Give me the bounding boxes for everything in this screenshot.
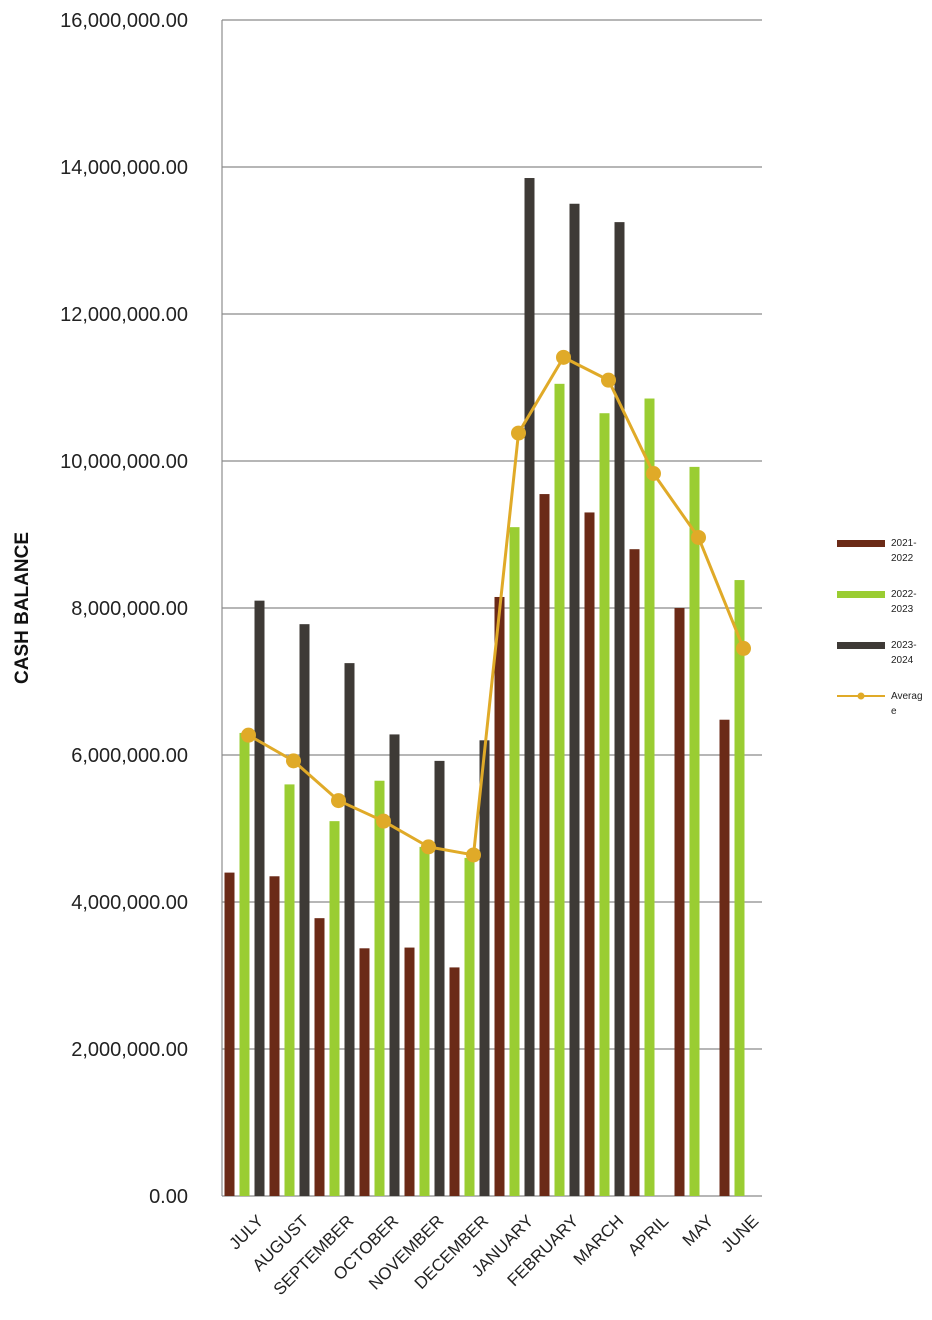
bar — [629, 549, 640, 1196]
bar — [374, 780, 385, 1196]
x-category-label: MAY — [679, 1211, 718, 1250]
bar-series — [224, 178, 745, 1197]
bar — [314, 918, 325, 1196]
average-point — [556, 349, 571, 365]
bar — [689, 466, 700, 1196]
bar — [509, 527, 520, 1196]
bar — [404, 947, 415, 1196]
average-point — [466, 847, 481, 863]
average-point — [601, 372, 616, 388]
legend-label: 2021- — [891, 538, 917, 549]
bar — [284, 784, 295, 1196]
bar — [449, 967, 460, 1196]
average-point — [241, 727, 256, 743]
bar — [269, 876, 280, 1196]
y-tick-label: 6,000,000.00 — [71, 745, 188, 767]
average-point — [736, 640, 751, 656]
legend-label: 2024 — [891, 655, 914, 666]
x-category-label: APRIL — [624, 1211, 672, 1259]
bar — [464, 857, 475, 1196]
bar — [614, 222, 625, 1196]
bar — [239, 732, 250, 1196]
bar — [344, 663, 355, 1196]
legend-label: 2022 — [891, 553, 914, 564]
average-point — [286, 753, 301, 769]
legend-label: e — [891, 706, 897, 717]
y-tick-label: 4,000,000.00 — [71, 892, 188, 914]
bar — [434, 760, 445, 1196]
y-tick-label: 14,000,000.00 — [60, 157, 188, 179]
legend-swatch — [837, 540, 885, 547]
average-point — [376, 813, 391, 829]
legend-label: 2022- — [891, 589, 917, 600]
average-point — [331, 793, 346, 809]
y-tick-label: 2,000,000.00 — [71, 1039, 188, 1061]
x-axis-category-labels: JULYAUGUSTSEPTEMBEROCTOBERNOVEMBERDECEMB… — [225, 1211, 762, 1299]
bar — [419, 846, 430, 1196]
average-line-series — [241, 349, 751, 863]
x-category-label: JULY — [225, 1211, 267, 1253]
bar — [734, 580, 745, 1196]
y-tick-label: 8,000,000.00 — [71, 598, 188, 620]
legend-swatch — [837, 591, 885, 598]
bar — [554, 383, 565, 1196]
bar — [329, 821, 340, 1196]
bar — [524, 178, 535, 1196]
legend-label: Averag — [891, 691, 923, 702]
average-point — [646, 465, 661, 481]
legend-swatch — [837, 642, 885, 649]
legend-marker — [857, 692, 865, 700]
bar — [599, 413, 610, 1197]
bar — [479, 740, 490, 1196]
bar — [389, 734, 400, 1196]
bar — [299, 624, 310, 1196]
bar — [584, 512, 595, 1196]
bar — [644, 398, 655, 1196]
average-point — [691, 529, 706, 545]
x-category-label: JUNE — [717, 1211, 762, 1256]
y-tick-label: 10,000,000.00 — [60, 451, 188, 473]
bar — [569, 203, 580, 1196]
bar — [719, 719, 730, 1196]
y-axis-tick-labels: 0.00 2,000,000.00 4,000,000.00 6,000,000.00… — [60, 10, 188, 1208]
average-line — [247, 355, 745, 857]
bar — [359, 948, 370, 1196]
y-axis-title: CASH BALANCE — [12, 532, 33, 684]
y-tick-label: 0.00 — [149, 1186, 188, 1208]
gridlines — [221, 19, 762, 1197]
x-category-label: MARCH — [570, 1211, 628, 1269]
bar — [674, 608, 685, 1196]
legend: 2021- 2022 2022- 2023 2023- 2024 Averag e — [837, 538, 923, 717]
bar — [224, 872, 235, 1196]
legend-label: 2023- — [891, 640, 917, 651]
bar — [494, 596, 505, 1196]
bar — [539, 494, 550, 1196]
legend-label: 2023 — [891, 604, 914, 615]
average-point — [421, 839, 436, 855]
y-tick-label: 16,000,000.00 — [60, 10, 188, 32]
average-point — [511, 425, 526, 441]
bar — [254, 600, 265, 1196]
y-tick-label: 12,000,000.00 — [60, 304, 188, 326]
